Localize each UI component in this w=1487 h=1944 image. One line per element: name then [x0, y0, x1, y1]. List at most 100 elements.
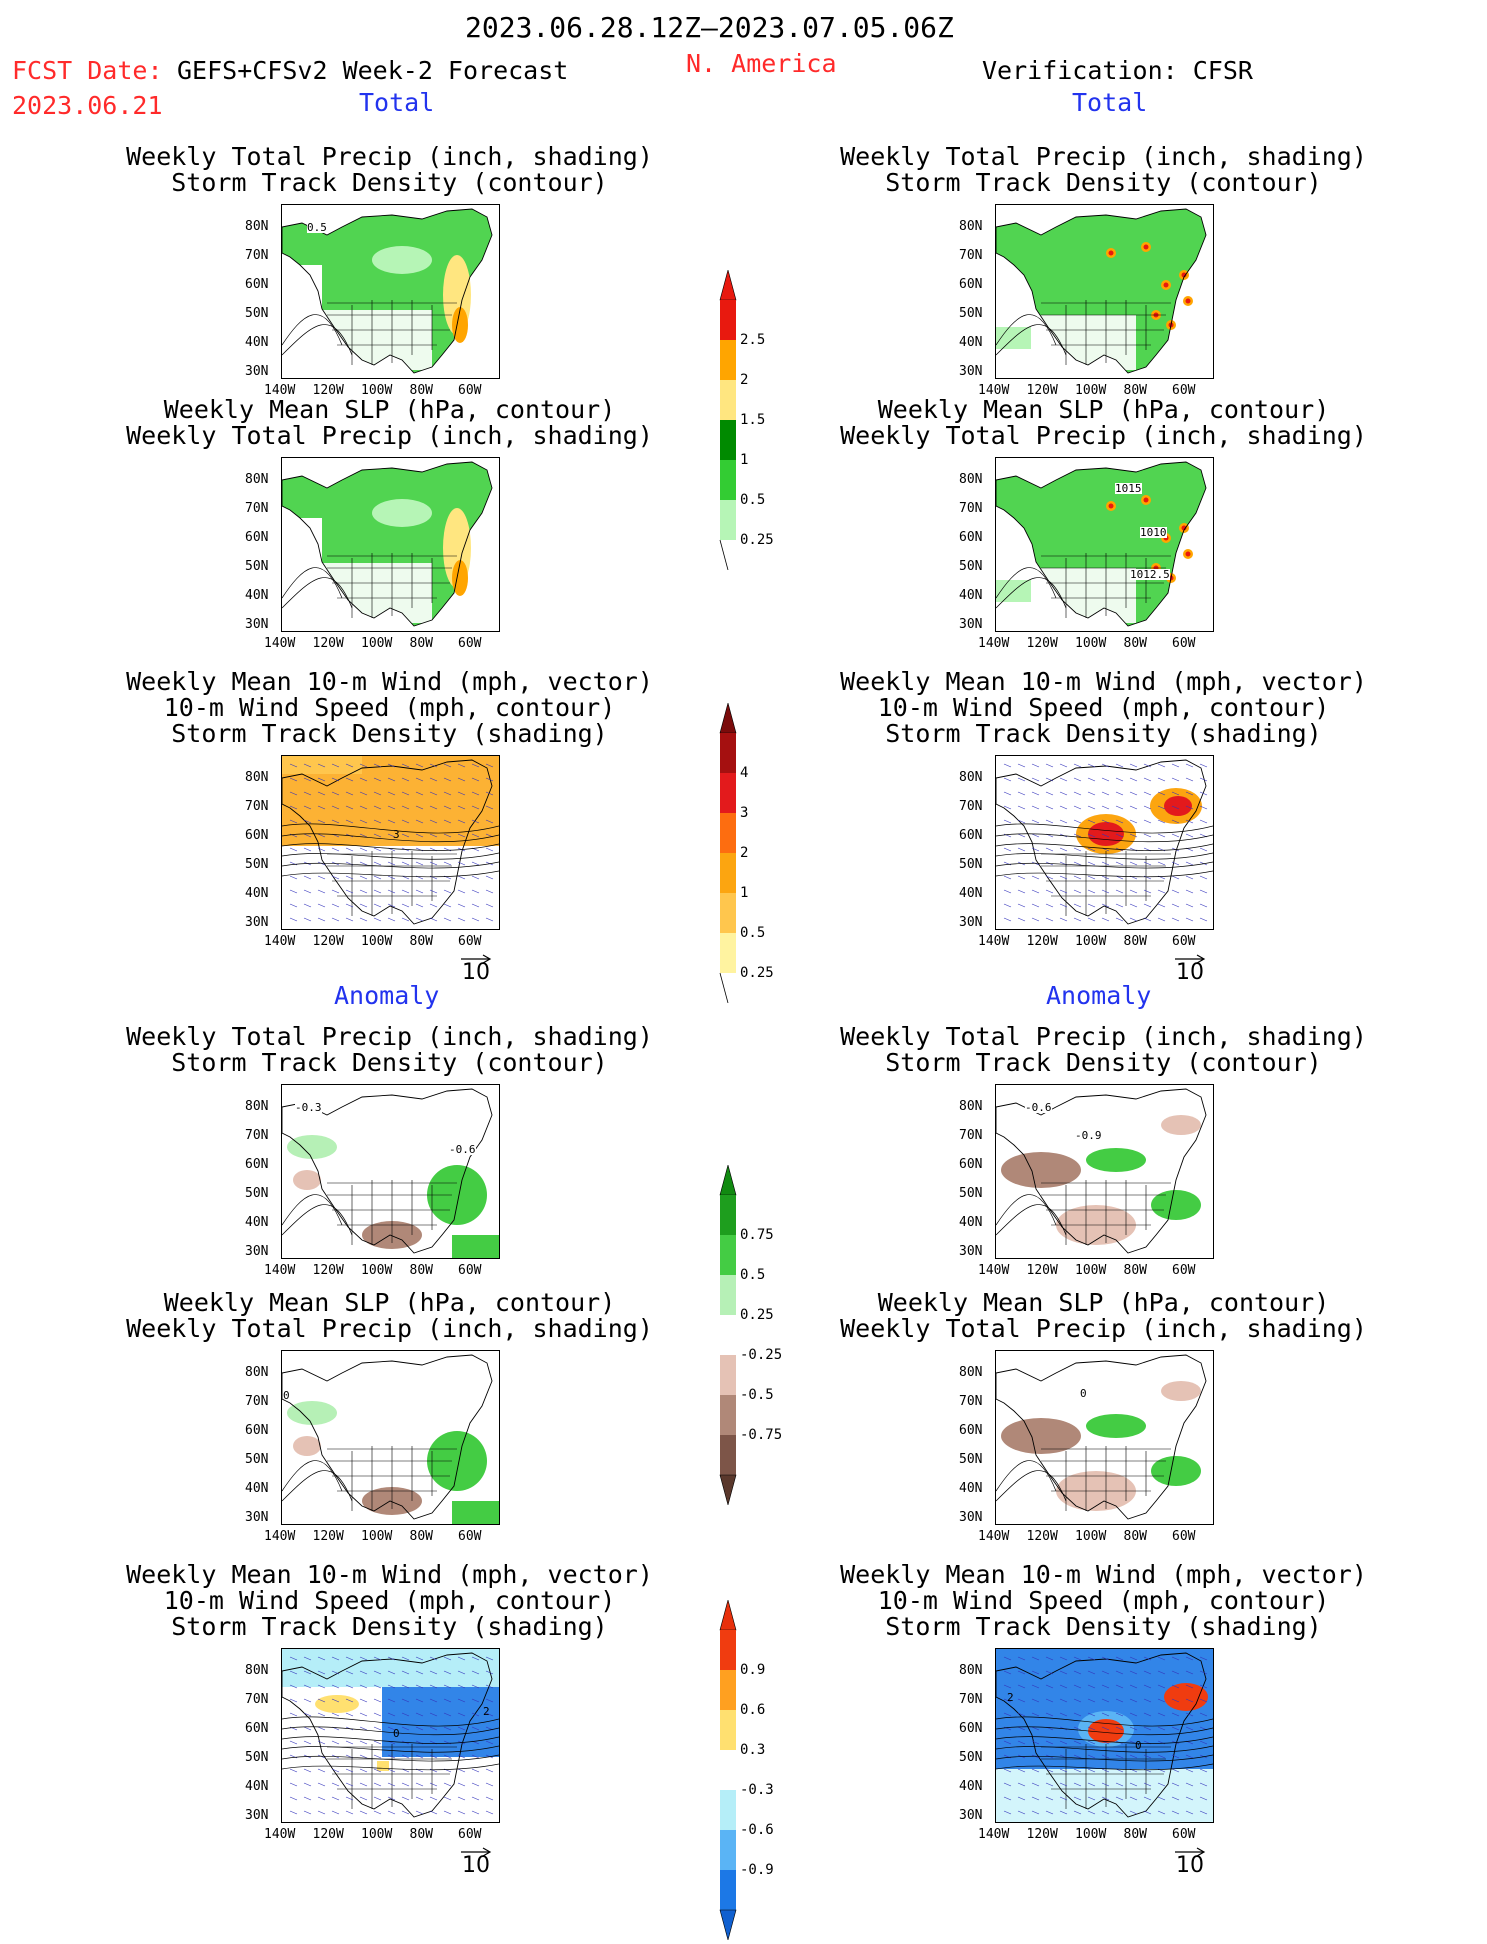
contour-label: 0.5 [307, 221, 327, 234]
section-total-right: Total [1072, 88, 1148, 117]
lat-tick-label: 80N [959, 1365, 983, 1380]
lon-tick-label: 80W [1123, 1827, 1147, 1842]
lat-tick-label: 70N [959, 799, 983, 814]
section-total-left: Total [359, 88, 435, 117]
lat-tick-label: 40N [959, 1215, 983, 1230]
lon-tick-label: 120W [312, 1263, 344, 1278]
lon-tick-label: 60W [1172, 383, 1196, 398]
colorbar-level-label: 0.6 [740, 1702, 766, 1718]
panel-title-line: Weekly Mean SLP (hPa, contour) [877, 395, 1330, 424]
contour-label: 0 [283, 1389, 290, 1402]
contour-label: 1010 [1140, 526, 1167, 539]
panel-title: Weekly Mean 10-m Wind (mph, vector) 10-m … [824, 669, 1384, 747]
lon-tick-label: 60W [458, 1827, 482, 1842]
panel-title: Weekly Mean SLP (hPa, contour) Weekly Tot… [824, 1290, 1384, 1342]
lon-tick-label: 140W [978, 1263, 1010, 1278]
lon-tick-label: 140W [978, 934, 1010, 949]
contour-label: 3 [393, 828, 400, 841]
lat-tick-label: 40N [245, 588, 269, 603]
lon-tick-label: 80W [1123, 1529, 1147, 1544]
colorbar-level-label: -0.5 [740, 1387, 774, 1403]
lon-tick-label: 100W [1075, 1263, 1107, 1278]
lat-tick-label: 40N [245, 1215, 269, 1230]
vector-reference: 10 [459, 1843, 493, 1878]
lat-tick-label: 60N [245, 277, 269, 292]
lon-tick-label: 120W [1026, 383, 1058, 398]
lon-tick-label: 100W [1075, 636, 1107, 651]
panel-title-line: Storm Track Density (contour) [171, 1048, 608, 1077]
lon-tick-label: 120W [1026, 934, 1058, 949]
lon-tick-label: 60W [458, 934, 482, 949]
panel-title: Weekly Total Precip (inch, shading) Storm… [110, 144, 670, 196]
lat-tick-label: 70N [245, 248, 269, 263]
panel-title-line: Storm Track Density (shading) [885, 1612, 1322, 1641]
lat-tick-label: 30N [245, 1510, 269, 1525]
lon-tick-label: 60W [458, 1263, 482, 1278]
lat-tick-label: 30N [245, 1808, 269, 1823]
panel-title-line: Weekly Mean 10-m Wind (mph, vector) [126, 1560, 653, 1589]
forecast-system: GEFS+CFSv2 Week-2 Forecast [177, 56, 569, 85]
lat-tick-label: 60N [959, 1157, 983, 1172]
vector-reference-label: 10 [1176, 1853, 1204, 1878]
lon-tick-label: 60W [458, 1529, 482, 1544]
panel-title-line: Weekly Total Precip (inch, shading) [126, 1022, 653, 1051]
map-fcst-anom-wind-track [281, 1648, 500, 1823]
panel-title-line: Weekly Mean 10-m Wind (mph, vector) [840, 667, 1367, 696]
lat-tick-label: 40N [245, 1779, 269, 1794]
lat-tick-label: 60N [245, 828, 269, 843]
map-obs-anom-slp-precip [995, 1350, 1214, 1525]
lat-tick-label: 80N [245, 1365, 269, 1380]
lat-tick-label: 50N [959, 559, 983, 574]
vector-reference-label: 10 [1176, 960, 1204, 985]
colorbar-level-label: -0.6 [740, 1822, 774, 1838]
colorbar-level-label: 0.25 [740, 1307, 774, 1323]
panel-title-line: Weekly Total Precip (inch, shading) [840, 421, 1367, 450]
panel-title-line: 10-m Wind Speed (mph, contour) [877, 1586, 1330, 1615]
lon-tick-label: 140W [978, 383, 1010, 398]
lat-tick-label: 80N [959, 1663, 983, 1678]
lat-tick-label: 30N [959, 1244, 983, 1259]
colorbar-level-label: 0.5 [740, 1267, 766, 1283]
panel-title: Weekly Mean 10-m Wind (mph, vector) 10-m … [110, 1562, 670, 1640]
lon-tick-label: 100W [1075, 383, 1107, 398]
lon-tick-label: 120W [1026, 1263, 1058, 1278]
lat-tick-label: 40N [245, 886, 269, 901]
lon-tick-label: 140W [264, 1263, 296, 1278]
lat-tick-label: 50N [959, 1186, 983, 1201]
panel-title-line: Storm Track Density (shading) [171, 719, 608, 748]
lat-tick-label: 50N [959, 1750, 983, 1765]
panel-title-line: Storm Track Density (contour) [885, 168, 1322, 197]
contour-label: 0 [1080, 1387, 1087, 1400]
panel-title-line: 10-m Wind Speed (mph, contour) [163, 1586, 616, 1615]
lon-tick-label: 120W [312, 1529, 344, 1544]
section-anomaly-right: Anomaly [1046, 981, 1152, 1010]
lat-tick-label: 70N [245, 1128, 269, 1143]
colorbar-level-label: 0.5 [740, 925, 766, 941]
lat-tick-label: 60N [959, 828, 983, 843]
contour-label: 2 [483, 1705, 490, 1718]
lat-tick-label: 70N [245, 799, 269, 814]
lon-tick-label: 60W [458, 636, 482, 651]
section-anomaly-left: Anomaly [334, 981, 440, 1010]
lon-tick-label: 120W [1026, 1827, 1058, 1842]
lat-tick-label: 60N [245, 1721, 269, 1736]
vector-reference: 10 [459, 950, 493, 985]
colorbar-level-label: 2 [740, 372, 749, 388]
lat-tick-label: 40N [959, 1481, 983, 1496]
lat-tick-label: 80N [959, 472, 983, 487]
lon-tick-label: 120W [312, 1827, 344, 1842]
fcst-date-label: FCST Date: [12, 56, 163, 85]
lat-tick-label: 60N [245, 530, 269, 545]
panel-title-line: Weekly Total Precip (inch, shading) [840, 142, 1367, 171]
lat-tick-label: 70N [959, 248, 983, 263]
colorbar-level-label: 4 [740, 765, 749, 781]
vector-reference-label: 10 [462, 1853, 490, 1878]
panel-title-line: 10-m Wind Speed (mph, contour) [163, 693, 616, 722]
lon-tick-label: 80W [1123, 636, 1147, 651]
panel-title: Weekly Mean SLP (hPa, contour) Weekly Tot… [824, 397, 1384, 449]
lat-tick-label: 60N [245, 1423, 269, 1438]
lon-tick-label: 80W [409, 1263, 433, 1278]
lon-tick-label: 80W [409, 383, 433, 398]
panel-title: Weekly Mean 10-m Wind (mph, vector) 10-m … [824, 1562, 1384, 1640]
lat-tick-label: 80N [959, 219, 983, 234]
